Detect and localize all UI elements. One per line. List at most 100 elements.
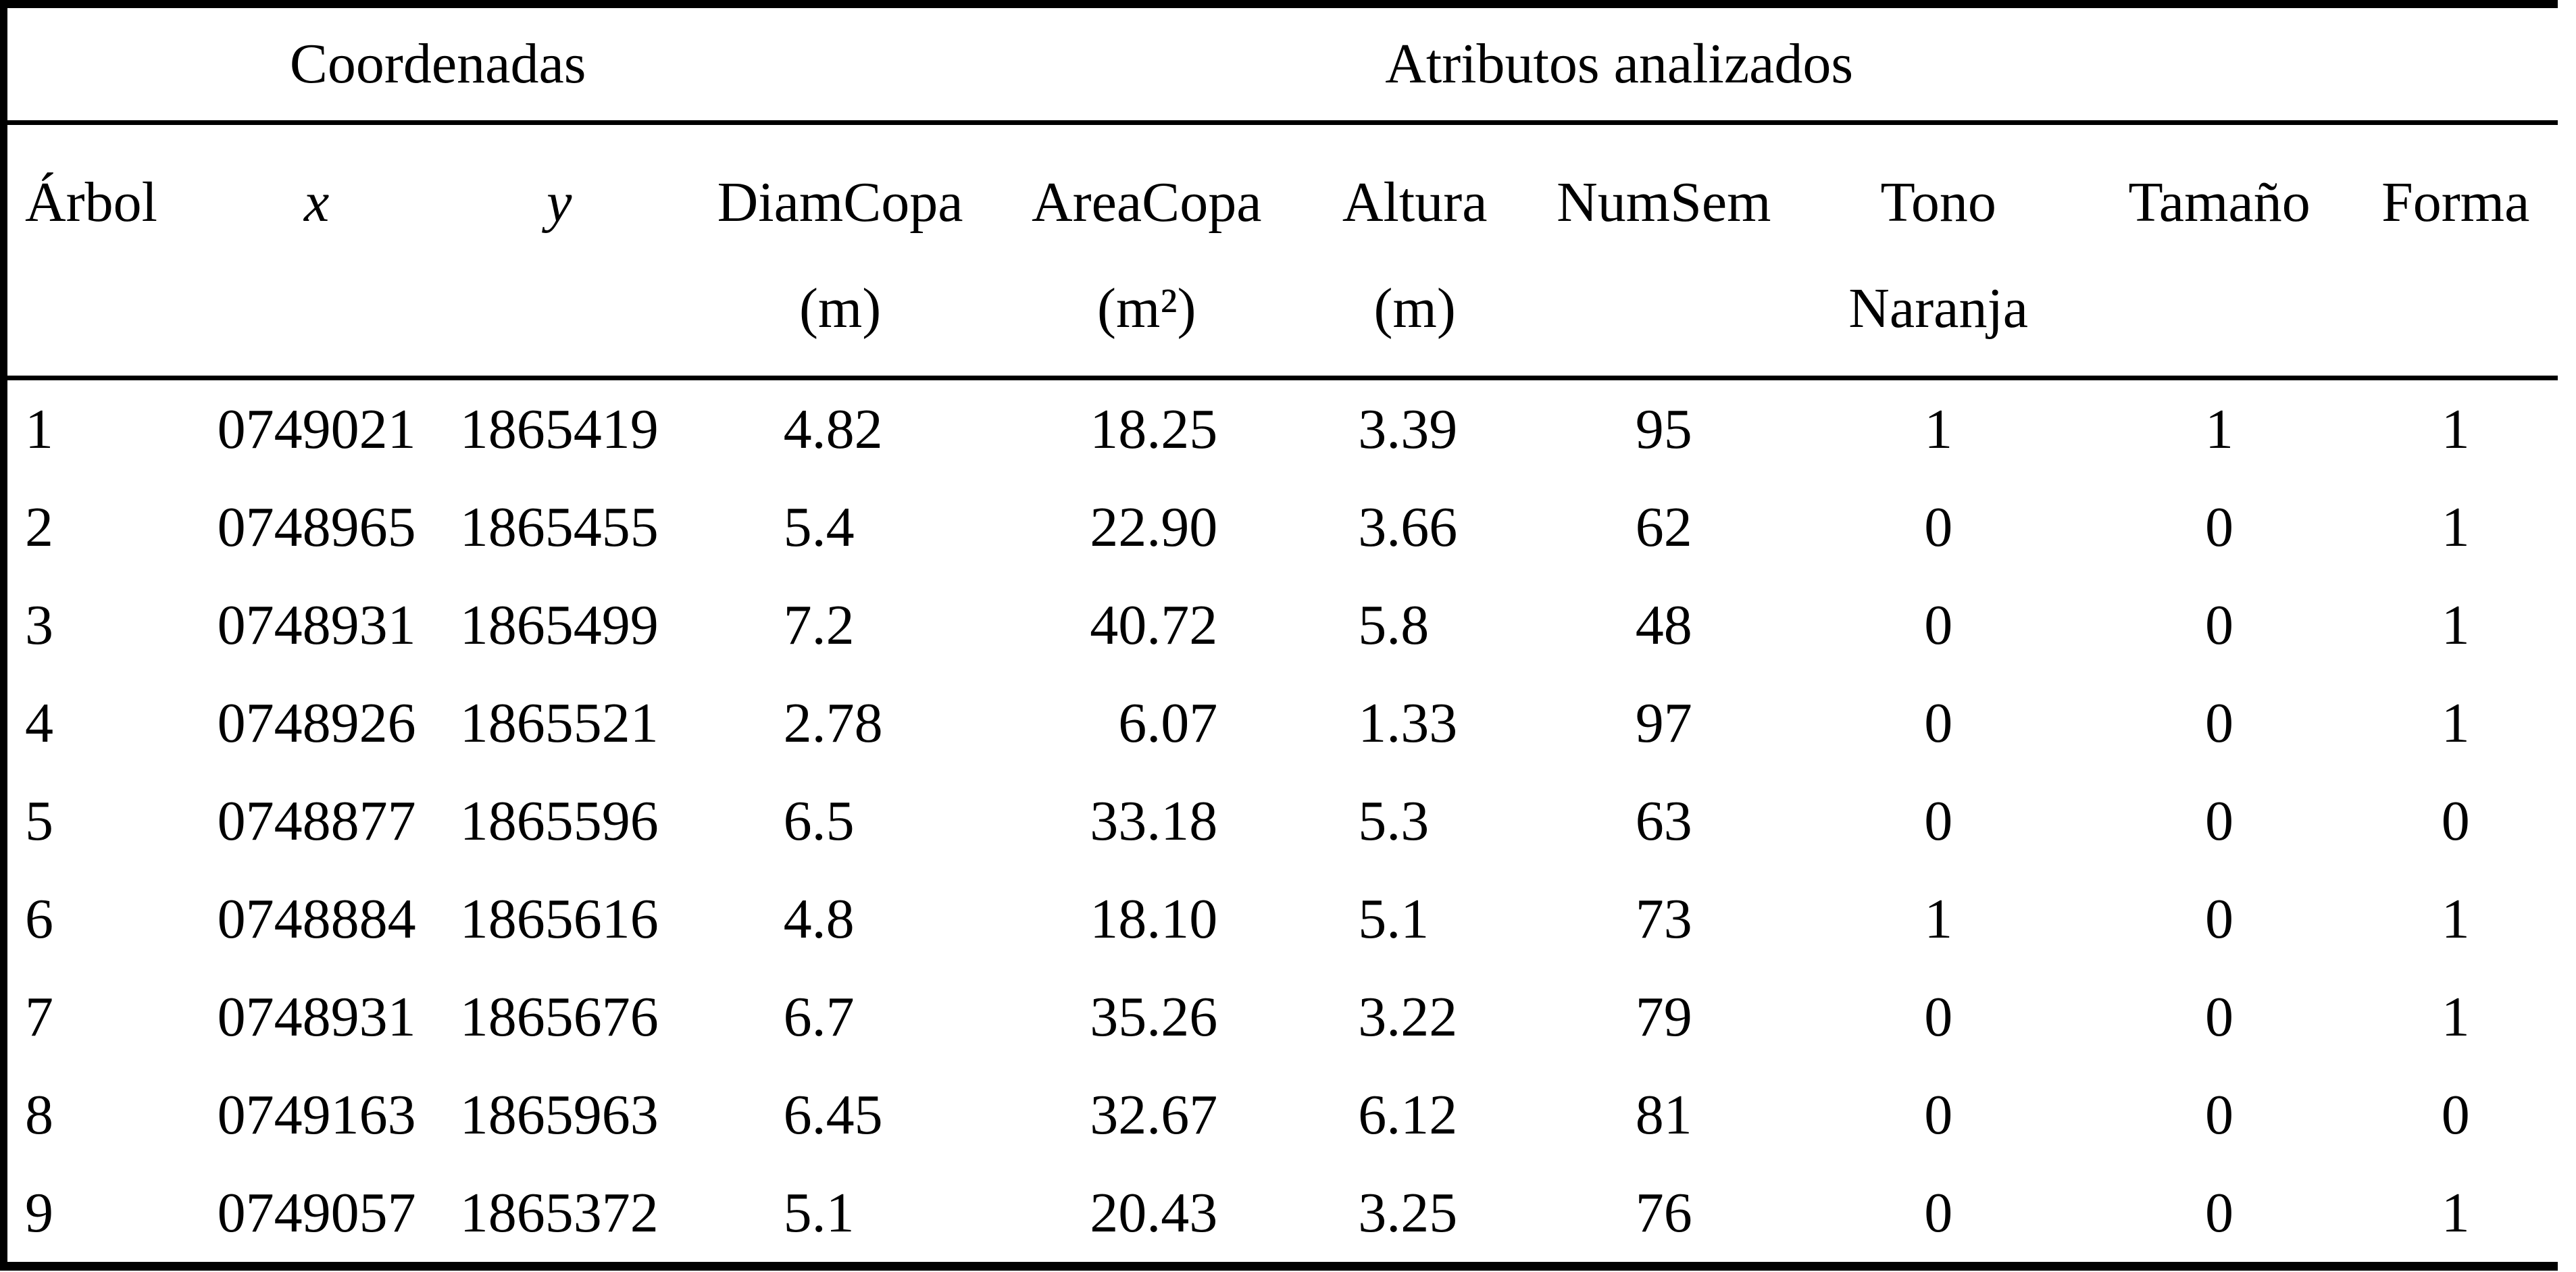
table-cell: 1 bbox=[2441, 1181, 2470, 1244]
table-cell: 1865596 bbox=[459, 789, 659, 853]
table-cell: 6.07 bbox=[1118, 691, 1218, 755]
table-cell: 1865616 bbox=[459, 887, 659, 950]
table-cell: 1 bbox=[1924, 397, 1953, 461]
table-cell: 1865963 bbox=[459, 1083, 659, 1146]
table-cell: 0749057 bbox=[217, 1181, 416, 1244]
table-cell: 2.78 bbox=[783, 691, 883, 755]
column-header-label: y bbox=[547, 171, 572, 234]
table-cell: 1 bbox=[1924, 887, 1953, 950]
table-row: 7 0748931 1865676 6.7 35.26 3.22 79 0 0 1 bbox=[4, 968, 2558, 1066]
column-header-label: NumSem bbox=[1557, 171, 1771, 234]
table-cell: 18.25 bbox=[1090, 397, 1218, 461]
table-row: 3 0748931 1865499 7.2 40.72 5.8 48 0 0 1 bbox=[4, 576, 2558, 674]
table-cell: 48 bbox=[1635, 593, 1692, 657]
column-header-unit bbox=[2086, 280, 2354, 376]
table-cell: 40.72 bbox=[1090, 593, 1218, 657]
column-header-altura: Altura (m) bbox=[1293, 122, 1536, 380]
table-cell: 0 bbox=[2205, 593, 2234, 657]
table-cell: 0 bbox=[2205, 495, 2234, 559]
column-header-tamano: Tamaño bbox=[2085, 122, 2354, 380]
table-cell: 33.18 bbox=[1090, 789, 1218, 853]
table-cell: 1865419 bbox=[459, 397, 659, 461]
table-cell: 0 bbox=[1924, 1083, 1953, 1146]
table-cell: 1865499 bbox=[459, 593, 659, 657]
table-cell: 0748931 bbox=[217, 593, 416, 657]
table-cell: 6.12 bbox=[1358, 1083, 1458, 1146]
table-cell: 0 bbox=[2441, 789, 2470, 853]
column-header-label: Árbol bbox=[25, 171, 157, 234]
table-cell: 5.1 bbox=[783, 1181, 855, 1244]
table-cell: 1 bbox=[2441, 691, 2470, 755]
column-header-numsem: NumSem bbox=[1536, 122, 1792, 380]
group-header-spacer bbox=[3, 4, 196, 125]
column-header-row: Árbol x y DiamCopa (m) AreaCopa (m² bbox=[3, 122, 2558, 380]
column-header-label: Altura bbox=[1342, 171, 1488, 234]
column-header-label: Forma bbox=[2381, 171, 2530, 234]
table-cell: 0749163 bbox=[217, 1083, 416, 1146]
table-cell: 1865676 bbox=[459, 985, 659, 1048]
table-cell: 5.4 bbox=[783, 495, 855, 559]
table-cell: 0 bbox=[1924, 691, 1953, 755]
table-row: 8 0749163 1865963 6.45 32.67 6.12 81 0 0 0 bbox=[4, 1066, 2558, 1164]
table-cell: 3.22 bbox=[1358, 985, 1458, 1048]
row-number-cell: 2 bbox=[25, 495, 53, 559]
table-cell: 95 bbox=[1635, 397, 1692, 461]
table-cell: 1 bbox=[2441, 985, 2470, 1048]
table-cell: 0 bbox=[2205, 985, 2234, 1048]
table-row: 9 0749057 1865372 5.1 20.43 3.25 76 0 0 1 bbox=[4, 1164, 2558, 1267]
table-cell: 22.90 bbox=[1090, 495, 1218, 559]
table-cell: 1 bbox=[2441, 397, 2470, 461]
table-cell: 6.7 bbox=[783, 985, 855, 1048]
table-cell: 0 bbox=[1924, 1181, 1953, 1244]
row-number-cell: 1 bbox=[25, 397, 53, 461]
column-header-unit bbox=[438, 280, 680, 376]
table-cell: 5.8 bbox=[1358, 593, 1430, 657]
table-cell: 0 bbox=[2441, 1083, 2470, 1146]
column-header-y: y bbox=[438, 122, 681, 380]
table-row: 1 0749021 1865419 4.82 18.25 3.39 95 1 1 1 bbox=[4, 378, 2558, 479]
table-cell: 97 bbox=[1635, 691, 1692, 755]
table-cell: 0 bbox=[1924, 495, 1953, 559]
table-cell: 1 bbox=[2441, 887, 2470, 950]
column-header-label: DiamCopa bbox=[717, 171, 963, 234]
column-header-unit: (m²) bbox=[1097, 277, 1196, 340]
table-cell: 4.8 bbox=[783, 887, 855, 950]
group-header-row: Coordenadas Atributos analizados bbox=[3, 4, 2558, 125]
column-header-forma: Forma bbox=[2353, 122, 2558, 380]
table-cell: 0 bbox=[2205, 887, 2234, 950]
table-cell: 20.43 bbox=[1090, 1181, 1218, 1244]
row-number-cell: 7 bbox=[25, 985, 53, 1048]
table-cell: 4.82 bbox=[783, 397, 883, 461]
row-number-cell: 3 bbox=[25, 593, 53, 657]
table-cell: 0748926 bbox=[217, 691, 416, 755]
column-header-unit: (m) bbox=[1373, 277, 1456, 340]
row-number-cell: 8 bbox=[25, 1083, 53, 1146]
table-row: 2 0748965 1865455 5.4 22.90 3.66 62 0 0 1 bbox=[4, 478, 2558, 576]
table-cell: 0748877 bbox=[217, 789, 416, 853]
table-cell: 0 bbox=[1924, 593, 1953, 657]
row-number-cell: 6 bbox=[25, 887, 53, 950]
table-cell: 18.10 bbox=[1090, 887, 1218, 950]
table-cell: 79 bbox=[1635, 985, 1692, 1048]
group-header-atributos-analizados: Atributos analizados bbox=[680, 4, 2558, 125]
table-cell: 1865372 bbox=[459, 1181, 659, 1244]
row-number-cell: 4 bbox=[25, 691, 53, 755]
table-cell: 0748884 bbox=[217, 887, 416, 950]
row-number-cell: 5 bbox=[25, 789, 53, 853]
table-cell: 1 bbox=[2441, 593, 2470, 657]
column-header-unit bbox=[7, 280, 195, 376]
group-header-coordenadas: Coordenadas bbox=[195, 4, 681, 125]
table-cell: 6.45 bbox=[783, 1083, 883, 1146]
table-cell: 3.25 bbox=[1358, 1181, 1458, 1244]
column-header-unit: Naranja bbox=[1848, 277, 2029, 340]
table-cell: 63 bbox=[1635, 789, 1692, 853]
column-header-x: x bbox=[195, 122, 438, 380]
table-cell: 35.26 bbox=[1090, 985, 1218, 1048]
table-cell: 0749021 bbox=[217, 397, 416, 461]
column-header-areacopa: AreaCopa (m²) bbox=[999, 122, 1294, 380]
table-cell: 0 bbox=[2205, 691, 2234, 755]
column-header-unit: (m) bbox=[799, 277, 882, 340]
column-header-diamcopa: DiamCopa (m) bbox=[680, 122, 1000, 380]
